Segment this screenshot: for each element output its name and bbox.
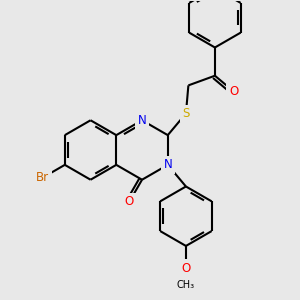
Text: N: N <box>164 158 172 171</box>
Text: Br: Br <box>36 171 50 184</box>
Text: O: O <box>229 85 238 98</box>
Text: O: O <box>125 195 134 208</box>
Text: O: O <box>181 262 190 275</box>
Text: S: S <box>182 107 190 120</box>
Text: CH₃: CH₃ <box>177 280 195 290</box>
Text: N: N <box>138 114 146 127</box>
